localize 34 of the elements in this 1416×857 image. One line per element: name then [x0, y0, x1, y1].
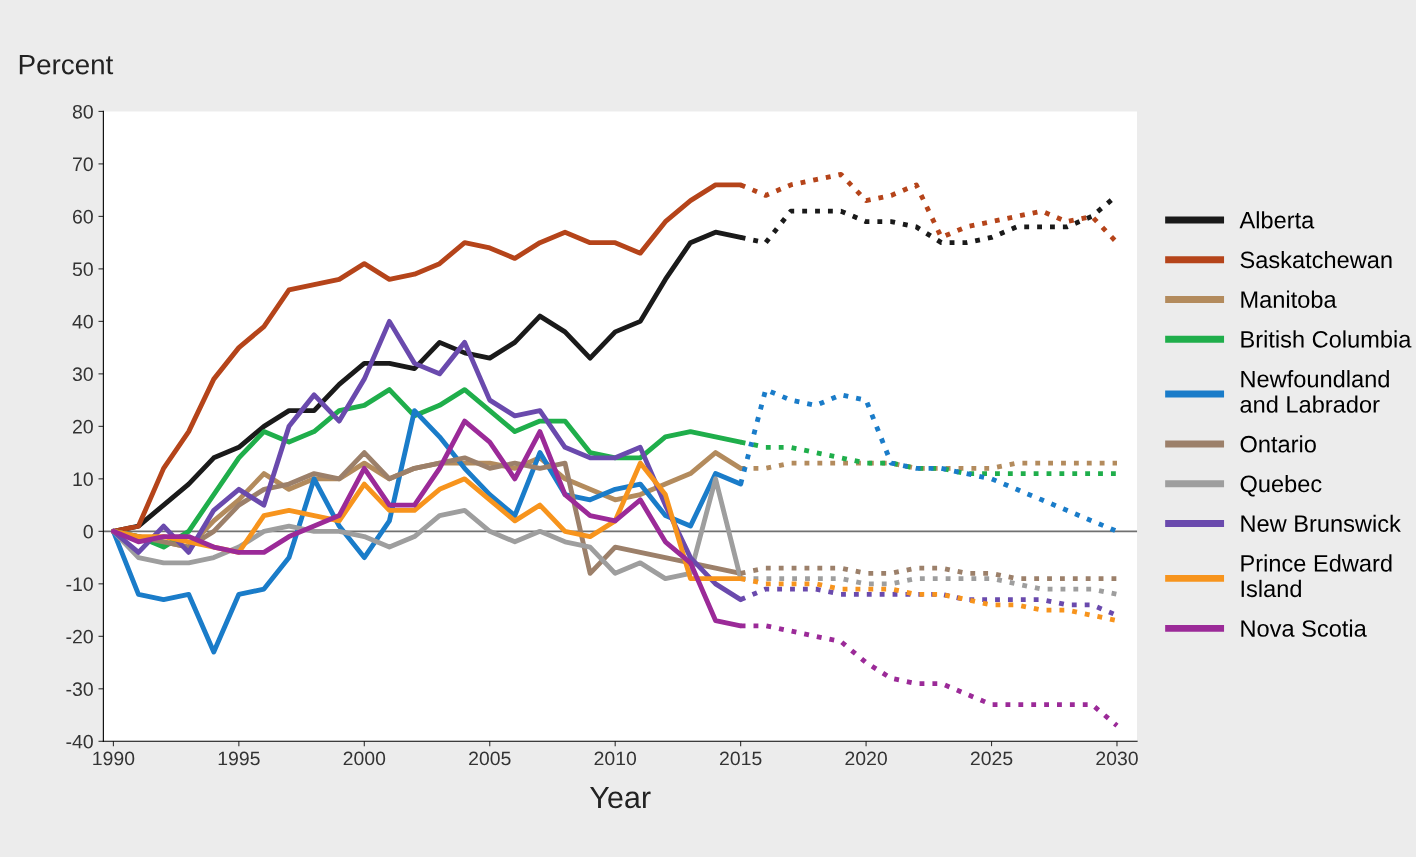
x-tick-label: 2030 — [1096, 751, 1138, 766]
y-tick-label: 60 — [73, 209, 93, 224]
x-tick-label: 2015 — [719, 751, 762, 766]
y-tick-label: 20 — [73, 419, 93, 434]
y-tick-label: -40 — [66, 734, 93, 749]
x-tick-label: 2005 — [469, 751, 511, 766]
legend-label: Prince Edward Island — [1241, 554, 1392, 598]
y-tick-label: 70 — [73, 157, 93, 172]
legend-label: Saskatchewan — [1240, 250, 1392, 269]
legend-label: Nova Scotia — [1241, 619, 1367, 637]
y-tick-label: 40 — [72, 314, 93, 329]
y-tick-label: -20 — [66, 629, 93, 644]
legend-label: British Columbia — [1241, 330, 1412, 348]
x-tick-label: 2010 — [594, 751, 637, 766]
x-tick-label: 2000 — [343, 751, 386, 766]
legend-label: Alberta — [1239, 211, 1315, 229]
legend-label: Quebec — [1240, 474, 1322, 497]
x-tick-label: 1990 — [93, 751, 135, 766]
x-tick-label: 2020 — [845, 751, 887, 766]
legend-label: Newfoundland and Labrador — [1240, 370, 1389, 413]
y-tick-label: 10 — [73, 472, 93, 487]
x-tick-label: 1995 — [218, 751, 260, 766]
y-tick-label: 0 — [83, 524, 93, 539]
y-axis-title: Percent — [19, 55, 114, 75]
y-tick-label: -10 — [66, 577, 93, 592]
x-axis-title: Year — [590, 786, 651, 809]
legend-label: Manitoba — [1241, 290, 1337, 308]
legend-label: Ontario — [1240, 435, 1316, 453]
x-tick-label: 2025 — [970, 751, 1013, 766]
y-tick-label: 30 — [72, 367, 93, 382]
y-tick-label: -30 — [66, 682, 93, 697]
y-tick-label: 50 — [72, 262, 93, 277]
y-tick-label: 80 — [72, 104, 93, 119]
legend-label: New Brunswick — [1241, 514, 1401, 532]
